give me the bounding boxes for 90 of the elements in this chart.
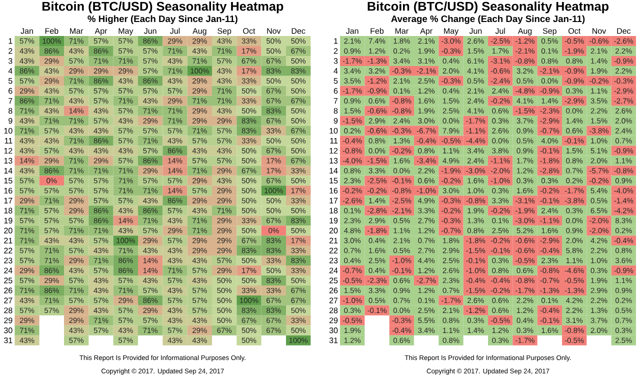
y-tick-label: 2	[334, 48, 338, 54]
y-tick-label: 9	[8, 118, 12, 124]
y-tick-label: 21	[329, 238, 338, 244]
x-tick-label: Jan	[346, 28, 358, 34]
y-tick-label: 25	[329, 278, 338, 284]
x-tick-label: May	[444, 28, 459, 36]
y-tick-label: 4	[8, 68, 12, 74]
x-tick-label: Nov	[592, 28, 606, 34]
y-tick-label: 15	[330, 178, 338, 184]
y-tick-label: 5	[8, 78, 12, 84]
y-tick-label: 23	[4, 258, 12, 264]
chart-subtitle: Average % Change (Each Day Since Jan-11)	[391, 15, 585, 24]
y-tick-label: 14	[4, 168, 12, 174]
y-tick-label: 26	[329, 288, 338, 294]
y-tick-label: 11	[330, 138, 338, 144]
y-tick-label: 21	[4, 238, 12, 244]
x-tick-label: Dec	[617, 28, 631, 34]
y-tick-label: 31	[329, 338, 338, 344]
y-tick-label: 10	[330, 128, 338, 134]
y-tick-label: 24	[4, 268, 12, 274]
y-tick-label: 28	[329, 308, 338, 314]
y-tick-label: 7	[8, 98, 12, 104]
y-tick-label: 20	[4, 228, 12, 234]
x-tick-label: Mar	[70, 28, 84, 34]
x-tick-label: Apr	[94, 28, 108, 36]
x-tick-label: Oct	[568, 28, 581, 34]
y-tick-label: 3	[8, 58, 12, 64]
y-tick-label: 6	[8, 88, 12, 94]
x-tick-label: Feb	[370, 28, 384, 34]
y-tick-label: 27	[4, 298, 12, 304]
y-tick-label: 17	[330, 198, 338, 204]
y-tick-label: 19	[4, 218, 12, 224]
x-tick-label: Jan	[20, 28, 33, 34]
y-tick-label: 22	[329, 248, 338, 254]
y-tick-label: 1	[8, 38, 12, 44]
y-tick-label: 13	[4, 158, 12, 164]
y-tick-label: 8	[8, 108, 12, 114]
y-tick-label: 6	[334, 88, 338, 94]
y-tick-label: 15	[4, 178, 12, 184]
y-tick-label: 19	[330, 218, 338, 224]
y-tick-label: 26	[4, 288, 12, 294]
y-tick-label: 8	[334, 108, 338, 114]
y-tick-label: 29	[4, 318, 12, 324]
chart-subtitle: % Higher (Each Day Since Jan-11)	[88, 15, 238, 24]
y-tick-label: 23	[329, 258, 338, 264]
x-tick-label: Oct	[243, 28, 256, 34]
y-tick-label: 3	[334, 58, 338, 64]
x-tick-label: Jun	[144, 28, 156, 34]
x-tick-label: May	[118, 28, 134, 36]
x-tick-label: Nov	[267, 28, 281, 34]
y-tick-label: 5	[334, 78, 338, 84]
y-tick-label: 11	[4, 138, 12, 144]
y-tick-label: 30	[4, 328, 12, 334]
y-tick-label: 18	[4, 208, 12, 214]
x-tick-label: Jun	[469, 28, 482, 34]
y-tick-label: 24	[329, 268, 338, 274]
y-tick-label: 31	[4, 338, 12, 344]
y-tick-label: 14	[330, 168, 338, 174]
y-tick-label: 30	[329, 328, 338, 334]
x-tick-label: Apr	[420, 28, 432, 36]
y-tick-label: 27	[329, 298, 338, 304]
chart-title: Bitcoin (BTC/USD) Seasonality Heatmap	[368, 1, 609, 14]
x-tick-label: Sep	[542, 28, 556, 36]
y-tick-label: 1	[334, 38, 338, 44]
y-tick-label: 13	[330, 158, 338, 164]
x-tick-label: Sep	[218, 28, 232, 36]
x-tick-label: Dec	[292, 28, 306, 34]
y-tick-label: 4	[334, 68, 338, 74]
x-tick-label: Jul	[495, 28, 505, 34]
x-tick-label: Feb	[45, 28, 58, 34]
chart-title: Bitcoin (BTC/USD) Seasonality Heatmap	[42, 1, 284, 14]
y-tick-label: 17	[4, 198, 12, 204]
y-tick-label: 18	[330, 208, 338, 214]
x-tick-label: Aug	[192, 28, 206, 36]
y-tick-label: 16	[330, 188, 338, 194]
y-tick-label: 22	[4, 248, 12, 254]
y-tick-label: 12	[330, 148, 338, 154]
y-tick-label: 10	[4, 128, 12, 134]
y-tick-label: 2	[8, 48, 12, 54]
y-tick-label: 16	[4, 188, 12, 194]
y-tick-label: 25	[4, 278, 12, 284]
y-tick-label: 7	[334, 98, 338, 104]
x-tick-label: Aug	[518, 28, 532, 36]
y-tick-label: 20	[329, 228, 338, 234]
y-tick-label: 29	[329, 318, 338, 324]
x-tick-label: Jul	[170, 28, 180, 34]
y-tick-label: 28	[4, 308, 12, 314]
y-tick-label: 12	[4, 148, 12, 154]
y-tick-label: 9	[334, 118, 338, 124]
x-tick-label: Mar	[395, 28, 408, 34]
